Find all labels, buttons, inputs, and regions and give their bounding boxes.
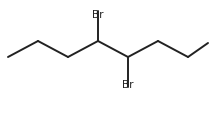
Text: Br: Br [92, 10, 104, 20]
Text: Br: Br [122, 79, 134, 89]
